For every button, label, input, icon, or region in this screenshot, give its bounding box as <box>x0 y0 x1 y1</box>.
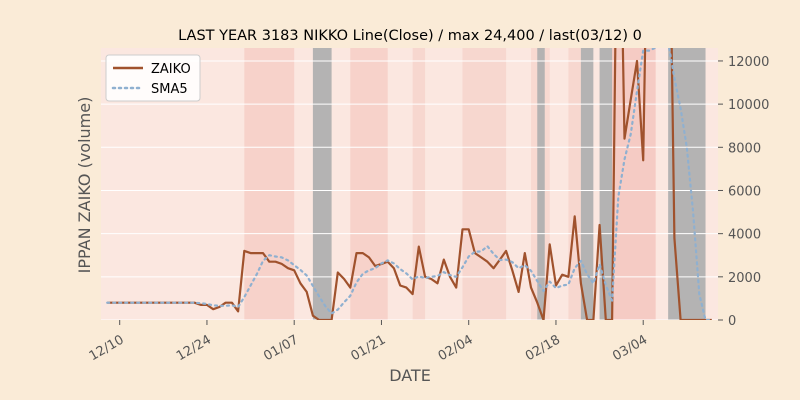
x-axis-label: DATE <box>389 366 431 385</box>
y-axis-label: IPPAN ZAIKO (volume) <box>75 97 94 274</box>
series-line-sma5 <box>106 48 713 320</box>
y-tick-label: 8000 <box>728 141 761 156</box>
shaded-band <box>412 48 426 320</box>
y-tick-label: 2000 <box>728 271 761 286</box>
legend-label-sma5: SMA5 <box>151 82 188 97</box>
series-lines <box>106 48 713 320</box>
shaded-band <box>580 48 594 320</box>
y-axis-ticks: 0 2000 4000 6000 8000 10000 12000 <box>718 55 769 329</box>
series-line-zaiko <box>107 48 712 320</box>
y-tick-label: 12000 <box>728 55 769 70</box>
y-tick-label: 4000 <box>728 228 761 243</box>
plot-area <box>101 48 718 320</box>
shaded-band <box>312 48 332 320</box>
legend: ZAIKO SMA5 <box>105 54 201 102</box>
shaded-band <box>612 48 656 320</box>
y-tick-label: 10000 <box>728 98 769 113</box>
shaded-bands <box>244 48 706 320</box>
shaded-band <box>350 48 388 320</box>
shaded-band <box>568 48 581 320</box>
chart-title: LAST YEAR 3183 NIKKO Line(Close) / max 2… <box>178 28 642 44</box>
shaded-band <box>599 48 613 320</box>
shaded-band <box>462 48 507 320</box>
shaded-band <box>537 48 545 320</box>
legend-label-zaiko: ZAIKO <box>151 62 191 77</box>
y-tick-label: 0 <box>728 314 736 329</box>
legend-box <box>105 54 201 102</box>
shaded-band <box>244 48 295 320</box>
y-tick-label: 6000 <box>728 184 761 199</box>
